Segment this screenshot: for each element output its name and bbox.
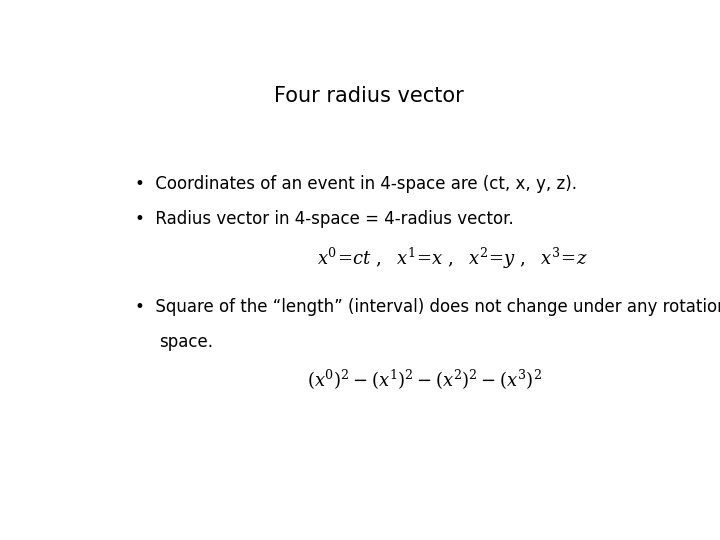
Text: •  Coordinates of an event in 4-space are (ct, x, y, z).: • Coordinates of an event in 4-space are…	[135, 175, 577, 193]
Text: Four radius vector: Four radius vector	[274, 85, 464, 106]
Text: •  Square of the “length” (interval) does not change under any rotations of 4: • Square of the “length” (interval) does…	[135, 298, 720, 316]
Text: •  Radius vector in 4-space = 4-radius vector.: • Radius vector in 4-space = 4-radius ve…	[135, 210, 513, 228]
Text: space.: space.	[159, 333, 213, 351]
Text: $(\mathit{x}^0)^2-(\mathit{x}^1)^2-(\mathit{x}^2)^2-(\mathit{x}^3)^2$: $(\mathit{x}^0)^2-(\mathit{x}^1)^2-(\mat…	[307, 368, 542, 393]
Text: $\mathit{x}^0\!=\!ct\ ,\ \ \mathit{x}^1\!=\!\mathit{x}\ ,\ \ \mathit{x}^2\!=\!\m: $\mathit{x}^0\!=\!ct\ ,\ \ \mathit{x}^1\…	[318, 246, 588, 271]
